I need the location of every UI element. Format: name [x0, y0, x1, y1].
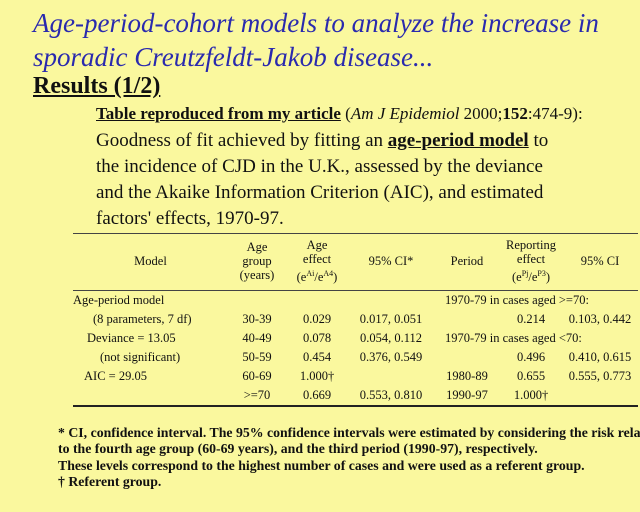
cell-ci: 0.054, 0.112 — [359, 331, 423, 345]
cell-ci2: 0.555, 0.773 — [568, 369, 632, 383]
slide-title-line2: sporadic Creutzfeldt-Jakob disease... — [33, 42, 434, 72]
table-caption-citation: Table reproduced from my article (Am J E… — [96, 104, 583, 124]
cell-model: (8 parameters, 7 df) — [93, 312, 192, 326]
table-caption-body: Goodness of fit achieved by fitting an a… — [96, 128, 548, 232]
cell-ci — [348, 367, 434, 386]
cell-period-span: 1970-79 in cases aged >=70: — [445, 293, 589, 307]
slide-title: Age-period-cohort models to analyze the … — [33, 6, 599, 74]
col-header-reporting-effect: Reporting effect (ePj/eP3) — [506, 238, 556, 284]
journal-name: Am J Epidemiol — [350, 104, 460, 123]
cite-open: ( — [340, 104, 351, 123]
table-row: >=70 0.669 0.553, 0.810 1990-97 1.000† — [73, 386, 638, 406]
age-period-model-term: age-period model — [387, 130, 529, 151]
table-row: (8 parameters, 7 df) 30-39 0.029 0.017, … — [73, 310, 638, 329]
cite-pages: :474-9): — [527, 104, 583, 123]
cell-ci: 0.553, 0.810 — [359, 388, 423, 402]
cell-reporting: 0.655 — [516, 369, 546, 383]
caption-line: Goodness of fit achieved by fitting an a… — [96, 130, 549, 151]
results-heading: Results (1/2) — [33, 73, 161, 99]
cell-age-group: 50-59 — [242, 350, 272, 364]
col-header-ci-period: 95% CI — [580, 254, 620, 268]
cell-ci: 0.376, 0.549 — [359, 350, 423, 364]
table-footnotes: * CI, confidence interval. The 95% confi… — [58, 425, 640, 490]
table-row: AIC = 29.05 60-69 1.000† 1980-89 0.655 0… — [73, 367, 638, 386]
footnote-line: These levels correspond to the highest n… — [58, 457, 585, 473]
cell-age-effect — [286, 291, 348, 311]
footnote-line: * CI, confidence interval. The 95% confi… — [58, 425, 640, 440]
col-header-model: Model — [134, 254, 167, 268]
cell-period — [434, 348, 500, 367]
caption-line: factors' effects, 1970-97. — [96, 208, 284, 229]
cell-ci: 0.017, 0.051 — [359, 312, 423, 326]
table-header: Model Age group (years) Age effect (eAi/eA4)… — [73, 233, 638, 291]
table-row: Deviance = 13.05 40-49 0.078 0.054, 0.11… — [73, 329, 638, 348]
table-body: Age-period model 1970-79 in cases aged >… — [73, 291, 638, 406]
cell-period: 1980-89 — [446, 369, 488, 383]
cell-age-group: 60-69 — [242, 369, 272, 383]
cell-age-effect: 0.029 — [302, 312, 332, 326]
cell-ci2: 0.410, 0.615 — [568, 350, 632, 364]
cell-ci — [348, 291, 434, 311]
table-row: Age-period model 1970-79 in cases aged >… — [73, 291, 638, 311]
cell-reporting: 0.214 — [516, 312, 546, 326]
cell-period — [434, 310, 500, 329]
cell-age-effect: 1.000† — [299, 369, 335, 383]
cell-period: 1990-97 — [446, 388, 488, 402]
cell-ci2: 0.103, 0.442 — [568, 312, 632, 326]
results-table: Model Age group (years) Age effect (eAi/eA4)… — [73, 233, 638, 407]
cell-age-group: 40-49 — [242, 331, 272, 345]
cell-age-effect: 0.078 — [302, 331, 332, 345]
slide-title-line1: Age-period-cohort models to analyze the … — [33, 8, 599, 38]
caption-line: the incidence of CJD in the U.K., assess… — [96, 156, 543, 177]
cell-reporting: 0.496 — [516, 350, 546, 364]
cell-model: Age-period model — [73, 293, 165, 307]
footnote-line: to the fourth age group (60-69 years), a… — [58, 441, 538, 457]
cell-age-group: 30-39 — [242, 312, 272, 326]
cell-ci2 — [562, 386, 638, 406]
caption-line: and the Akaike Information Criterion (AI… — [96, 182, 544, 203]
cell-age-effect: 0.454 — [302, 350, 332, 364]
journal-volume: 152 — [502, 104, 528, 123]
age-effect-formula: (eAi/eA4) — [296, 268, 338, 284]
col-header-period: Period — [450, 254, 484, 268]
reporting-effect-formula: (ePj/eP3) — [511, 268, 551, 284]
col-header-age-group: Age group (years) — [239, 240, 275, 282]
col-header-age-effect: Age effect (eAi/eA4) — [296, 238, 338, 284]
cell-age-group — [228, 291, 286, 311]
cell-model: AIC = 29.05 — [84, 369, 147, 383]
cell-model — [73, 386, 228, 406]
col-header-ci-age: 95% CI* — [368, 254, 414, 268]
cell-model: Deviance = 13.05 — [87, 331, 176, 345]
footnote-line: † Referent group. — [58, 473, 162, 489]
caption-lead: Table reproduced from my article — [96, 104, 341, 123]
cell-age-effect: 0.669 — [302, 388, 332, 402]
cell-period-span: 1970-79 in cases aged <70: — [445, 331, 582, 345]
cell-reporting: 1.000† — [513, 388, 549, 402]
cell-model: (not significant) — [100, 350, 181, 364]
cell-age-group: >=70 — [243, 388, 271, 402]
cite-year: 2000; — [459, 104, 503, 123]
table-row: (not significant) 50-59 0.454 0.376, 0.5… — [73, 348, 638, 367]
